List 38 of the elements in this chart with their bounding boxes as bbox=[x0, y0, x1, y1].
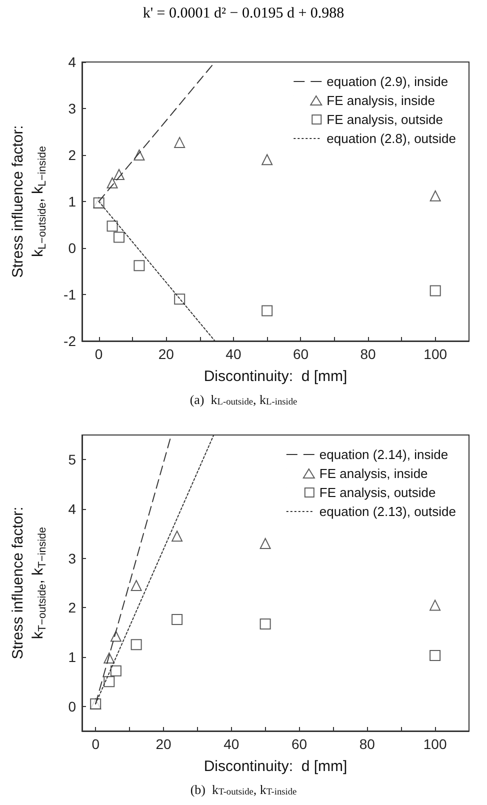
x-tick-label: 60 bbox=[291, 736, 308, 752]
x-tick-label: 100 bbox=[424, 346, 448, 362]
text: k' = 0.0001 d² − 0.0195 d + 0.988 bbox=[142, 6, 344, 22]
x-tick-label: 20 bbox=[158, 346, 174, 362]
y-tick-label: 2 bbox=[68, 147, 76, 163]
legend-label: FE analysis, inside bbox=[326, 93, 436, 108]
y-tick-label: 4 bbox=[68, 501, 76, 517]
x-tick-label: 60 bbox=[292, 346, 309, 362]
y-tick-label: -1 bbox=[64, 286, 76, 302]
legend-label: equation (2.8), outside bbox=[326, 131, 456, 146]
x-tick-label: 20 bbox=[156, 736, 172, 752]
text: (b) kT-outside, kT-inside bbox=[190, 782, 297, 798]
y-tick-label: 4 bbox=[68, 54, 76, 70]
x-tick-label: 0 bbox=[94, 346, 103, 362]
legend-label: equation (2.13), outside bbox=[319, 504, 456, 519]
x-tick-label: 40 bbox=[226, 346, 242, 362]
x-tick-label: 40 bbox=[224, 736, 240, 752]
y-tick-label: 3 bbox=[68, 100, 76, 116]
legend-label: equation (2.9), inside bbox=[326, 74, 448, 89]
y-tick-label: 5 bbox=[68, 452, 76, 468]
y-tick-label: -2 bbox=[64, 333, 76, 349]
legend-label: FE analysis, outside bbox=[326, 112, 443, 127]
y-tick-label: 0 bbox=[68, 698, 76, 714]
y-tick-label: 0 bbox=[68, 240, 76, 256]
legend-label: FE analysis, inside bbox=[319, 466, 428, 481]
x-tick-label: 80 bbox=[360, 346, 376, 362]
legend-label: equation (2.14), inside bbox=[319, 447, 448, 462]
x-tick-label: 0 bbox=[92, 736, 100, 752]
x-axis-title: Discontinuity: d [mm] bbox=[204, 758, 348, 775]
text: (a) kL-outside, kL-inside bbox=[190, 392, 298, 408]
y-tick-label: 2 bbox=[68, 600, 76, 616]
y-tick-label: 1 bbox=[68, 649, 76, 665]
x-tick-label: 80 bbox=[359, 736, 376, 752]
x-tick-label: 100 bbox=[423, 736, 447, 752]
y-tick-label: 3 bbox=[68, 550, 76, 566]
legend-label: FE analysis, outside bbox=[319, 485, 436, 500]
y-tick-label: 1 bbox=[68, 194, 76, 210]
x-axis-title: Discontinuity: d [mm] bbox=[204, 368, 348, 385]
